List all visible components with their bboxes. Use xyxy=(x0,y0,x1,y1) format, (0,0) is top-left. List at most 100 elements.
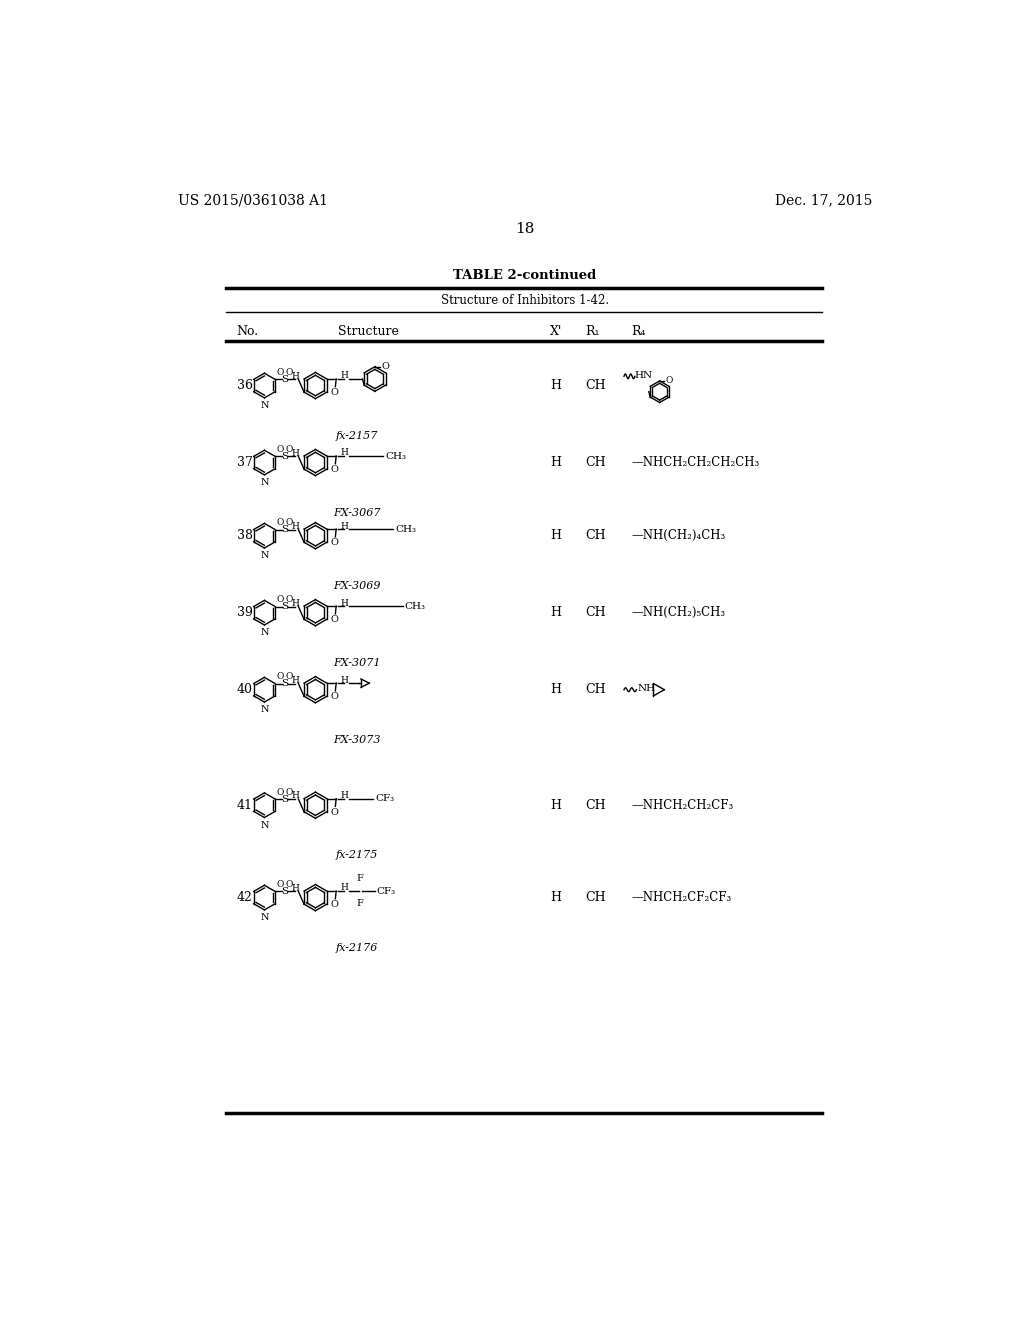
Text: fx-2176: fx-2176 xyxy=(336,942,378,953)
Text: H: H xyxy=(550,799,561,812)
Text: O: O xyxy=(331,615,339,624)
Text: CH: CH xyxy=(586,529,606,543)
Text: 41: 41 xyxy=(237,799,253,812)
Text: O: O xyxy=(331,388,339,397)
Text: N: N xyxy=(260,913,268,921)
Text: fx-2157: fx-2157 xyxy=(336,430,378,441)
Text: O: O xyxy=(286,519,293,527)
Text: S: S xyxy=(281,602,288,611)
Text: N: N xyxy=(260,705,268,714)
Text: 38: 38 xyxy=(237,529,253,543)
Text: CF₃: CF₃ xyxy=(377,887,395,895)
Text: O: O xyxy=(276,595,284,605)
Text: N: N xyxy=(260,552,268,560)
Text: —NHCH₂CH₂CF₃: —NHCH₂CH₂CF₃ xyxy=(632,799,734,812)
Text: O: O xyxy=(286,880,293,888)
Text: O: O xyxy=(331,539,339,548)
Text: H: H xyxy=(550,684,561,696)
Text: H: H xyxy=(341,791,348,800)
Text: H: H xyxy=(292,372,299,380)
Text: Structure: Structure xyxy=(338,325,398,338)
Text: H: H xyxy=(341,598,348,607)
Text: 39: 39 xyxy=(237,606,252,619)
Text: 37: 37 xyxy=(237,455,252,469)
Text: O: O xyxy=(286,368,293,378)
Text: O: O xyxy=(286,788,293,796)
Text: CH: CH xyxy=(586,799,606,812)
Text: O: O xyxy=(331,808,339,817)
Text: O: O xyxy=(331,900,339,909)
Text: O: O xyxy=(286,595,293,605)
Text: O: O xyxy=(276,788,284,796)
Text: FX-3069: FX-3069 xyxy=(333,581,380,591)
Text: H: H xyxy=(550,606,561,619)
Text: CH₃: CH₃ xyxy=(404,602,425,611)
Text: CH: CH xyxy=(586,455,606,469)
Text: S: S xyxy=(281,451,288,461)
Text: O: O xyxy=(331,693,339,701)
Text: CH: CH xyxy=(586,684,606,696)
Text: H: H xyxy=(292,792,299,800)
Text: CH: CH xyxy=(586,606,606,619)
Text: O: O xyxy=(666,376,673,385)
Text: FX-3071: FX-3071 xyxy=(333,657,380,668)
Text: O: O xyxy=(331,465,339,474)
Text: R₄: R₄ xyxy=(632,325,646,338)
Text: Structure of Inhibitors 1-42.: Structure of Inhibitors 1-42. xyxy=(440,294,609,308)
Text: H: H xyxy=(292,521,299,531)
Text: N: N xyxy=(260,821,268,829)
Text: N: N xyxy=(260,478,268,487)
Text: H: H xyxy=(341,371,348,380)
Text: —NH(CH₂)₄CH₃: —NH(CH₂)₄CH₃ xyxy=(632,529,726,543)
Text: O: O xyxy=(286,445,293,454)
Text: N: N xyxy=(260,401,268,411)
Text: N: N xyxy=(260,628,268,638)
Text: HN: HN xyxy=(635,371,653,380)
Text: Dec. 17, 2015: Dec. 17, 2015 xyxy=(774,194,872,207)
Text: F: F xyxy=(356,899,364,908)
Text: fx-2175: fx-2175 xyxy=(336,850,378,861)
Text: 40: 40 xyxy=(237,684,253,696)
Text: H: H xyxy=(341,449,348,458)
Text: O: O xyxy=(276,368,284,378)
Text: TABLE 2-continued: TABLE 2-continued xyxy=(454,269,596,282)
Text: H: H xyxy=(341,883,348,892)
Text: H: H xyxy=(292,449,299,458)
Text: O: O xyxy=(286,672,293,681)
Text: H: H xyxy=(292,676,299,685)
Text: S: S xyxy=(281,678,288,688)
Text: 18: 18 xyxy=(515,222,535,236)
Text: 42: 42 xyxy=(237,891,252,904)
Text: H: H xyxy=(292,884,299,892)
Text: CH: CH xyxy=(586,891,606,904)
Text: O: O xyxy=(276,519,284,527)
Text: H: H xyxy=(292,599,299,609)
Text: FX-3067: FX-3067 xyxy=(333,508,380,517)
Text: No.: No. xyxy=(237,325,259,338)
Text: F: F xyxy=(356,874,364,883)
Text: O: O xyxy=(381,362,389,371)
Text: R₁: R₁ xyxy=(586,325,600,338)
Text: FX-3073: FX-3073 xyxy=(333,735,380,744)
Text: —NHCH₂CF₂CF₃: —NHCH₂CF₂CF₃ xyxy=(632,891,732,904)
Text: —NH(CH₂)₅CH₃: —NH(CH₂)₅CH₃ xyxy=(632,606,726,619)
Text: H: H xyxy=(341,676,348,685)
Text: H: H xyxy=(550,379,561,392)
Text: S: S xyxy=(281,525,288,535)
Text: O: O xyxy=(276,445,284,454)
Text: O: O xyxy=(276,672,284,681)
Text: S: S xyxy=(281,887,288,896)
Text: NH: NH xyxy=(637,685,655,693)
Text: US 2015/0361038 A1: US 2015/0361038 A1 xyxy=(178,194,329,207)
Text: S: S xyxy=(281,795,288,804)
Text: CH: CH xyxy=(586,379,606,392)
Text: O: O xyxy=(276,880,284,888)
Text: X': X' xyxy=(550,325,563,338)
Text: CF₃: CF₃ xyxy=(375,795,394,803)
Text: H: H xyxy=(550,891,561,904)
Text: H: H xyxy=(341,521,348,531)
Text: H: H xyxy=(550,529,561,543)
Text: CH₃: CH₃ xyxy=(385,451,406,461)
Text: CH₃: CH₃ xyxy=(395,524,416,533)
Text: S: S xyxy=(281,375,288,384)
